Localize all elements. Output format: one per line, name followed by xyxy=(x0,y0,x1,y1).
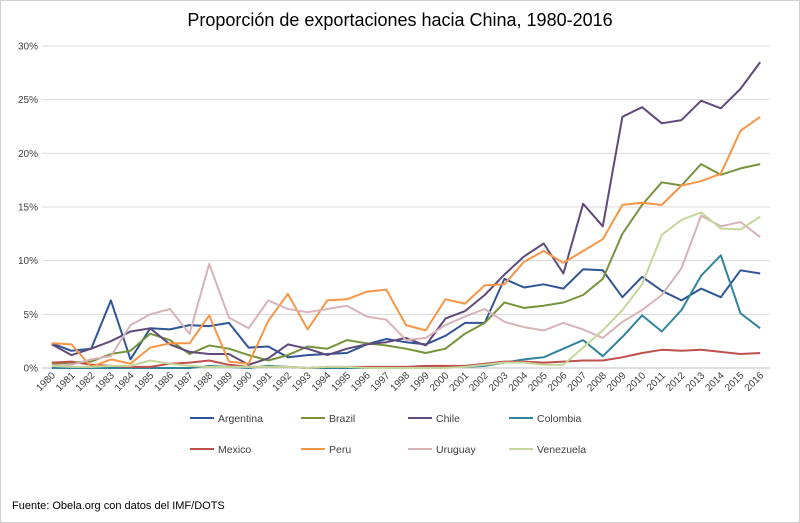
x-tick-label: 2008 xyxy=(585,370,609,394)
x-tick-label: 1995 xyxy=(330,370,354,394)
x-tick-label: 2015 xyxy=(723,370,747,394)
chart-title: Proporción de exportaciones hacia China,… xyxy=(187,10,612,30)
x-tick-label: 1998 xyxy=(389,370,413,394)
x-tick-label: 2001 xyxy=(448,370,472,394)
x-tick-label: 2003 xyxy=(487,370,511,394)
series-lines xyxy=(51,61,762,369)
legend-label: Argentina xyxy=(218,413,263,425)
x-tick-label: 2009 xyxy=(605,370,629,394)
x-tick-label: 1996 xyxy=(349,370,373,394)
x-tick-label: 1992 xyxy=(271,370,295,394)
series-line-argentina xyxy=(51,268,761,361)
x-tick-label: 1993 xyxy=(290,370,314,394)
y-tick-label: 25% xyxy=(18,95,38,106)
x-tick-label: 1997 xyxy=(369,370,393,394)
legend-label: Brazil xyxy=(329,413,355,425)
series-line-venezuela xyxy=(51,211,761,369)
legend-label: Chile xyxy=(436,413,460,425)
x-tick-label: 1981 xyxy=(54,370,78,394)
x-tick-label: 1984 xyxy=(113,370,137,394)
x-tick-label: 2011 xyxy=(645,370,668,393)
series-line-peru xyxy=(51,115,761,368)
y-tick-label: 5% xyxy=(24,310,39,321)
series-line-mexico xyxy=(51,348,761,369)
y-tick-label: 20% xyxy=(18,149,38,160)
x-tick-label: 2002 xyxy=(467,370,491,394)
y-tick-label: 0% xyxy=(24,364,39,375)
x-tick-label: 1983 xyxy=(93,370,117,394)
x-tick-label: 2004 xyxy=(507,370,531,394)
x-tick-label: 1991 xyxy=(251,370,275,394)
legend-label: Venezuela xyxy=(537,444,586,456)
x-tick-label: 2012 xyxy=(664,370,688,394)
x-tick-label: 2013 xyxy=(684,370,708,394)
x-tick-label: 1980 xyxy=(34,370,58,394)
grid xyxy=(42,45,770,369)
x-tick-label: 2014 xyxy=(703,370,727,394)
x-tick-label: 1994 xyxy=(310,370,334,394)
series-line-chile xyxy=(51,61,762,366)
x-axis: 1980198119821983198419851986198719881989… xyxy=(34,370,766,394)
series-line-brazil xyxy=(51,163,761,365)
x-tick-label: 2016 xyxy=(743,370,767,394)
legend-label: Colombia xyxy=(537,413,582,425)
x-tick-label: 2007 xyxy=(566,370,590,394)
legend-label: Peru xyxy=(329,444,351,456)
legend-label: Mexico xyxy=(218,444,251,456)
x-tick-label: 2005 xyxy=(526,370,550,394)
x-tick-label: 2010 xyxy=(625,370,649,394)
x-tick-label: 1987 xyxy=(172,370,196,394)
x-tick-label: 1985 xyxy=(133,370,157,394)
x-tick-label: 1986 xyxy=(153,370,177,394)
x-tick-label: 1990 xyxy=(231,370,255,394)
x-tick-label: 1982 xyxy=(74,370,98,394)
y-axis: 0% 5% 10% 15% 20% 25% 30% xyxy=(18,42,38,375)
y-tick-label: 30% xyxy=(18,42,38,53)
y-tick-label: 15% xyxy=(18,203,38,214)
y-tick-label: 10% xyxy=(18,256,38,267)
x-tick-label: 1989 xyxy=(212,370,236,394)
x-tick-label: 2000 xyxy=(428,370,452,394)
x-tick-label: 1999 xyxy=(408,370,432,394)
source-note: Fuente: Obela.org con datos del IMF/DOTS xyxy=(12,500,225,512)
x-tick-label: 2006 xyxy=(546,370,570,394)
legend: Argentina Brazil Chile Colombia Mexico Peru Ur… xyxy=(190,413,586,456)
x-tick-label: 1988 xyxy=(192,370,216,394)
series-line-uruguay xyxy=(51,214,761,367)
legend-label: Uruguay xyxy=(436,444,476,456)
